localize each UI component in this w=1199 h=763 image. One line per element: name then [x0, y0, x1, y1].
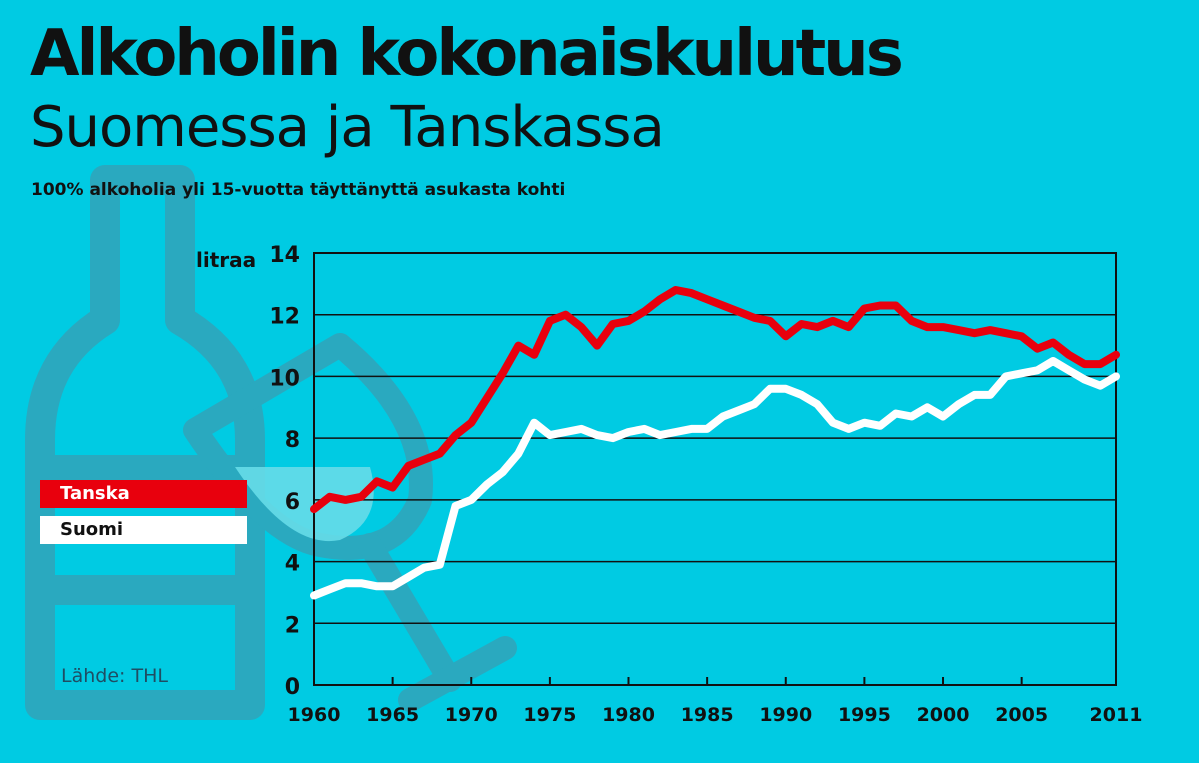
wine-glass-illustration-icon — [183, 333, 517, 712]
chart-subtitle: Suomessa ja Tanskassa — [30, 95, 665, 160]
x-tick-labels: 1960 1965 1970 1975 1980 1985 1990 1995 2000 2005… — [288, 677, 1143, 726]
x-tick-label: 1975 — [523, 704, 576, 726]
y-tick-labels: 0 2 4 6 8 10 12 14 — [269, 243, 300, 700]
gridlines — [314, 313, 1116, 625]
chart-title: Alkoholin kokonaiskulutus — [30, 17, 904, 91]
y-tick-label: 8 — [285, 428, 300, 453]
y-tick-label: 12 — [269, 305, 300, 330]
y-tick-label: 10 — [269, 366, 300, 391]
x-tick-label: 1990 — [759, 704, 812, 726]
plot-area — [313, 252, 1117, 686]
series-line-tanska — [310, 286, 1120, 514]
chart-caption: 100% alkoholia yli 15-vuotta täyttänyttä… — [31, 180, 566, 200]
x-tick-label: 2000 — [917, 704, 970, 726]
legend-item-suomi: Suomi — [40, 516, 247, 544]
y-tick-label: 4 — [285, 552, 300, 577]
legend-item-tanska: Tanska — [40, 480, 247, 508]
source-note: Lähde: THL — [61, 665, 168, 687]
series-line-suomi — [310, 357, 1120, 600]
y-tick-label: 6 — [285, 490, 300, 515]
x-tick-label: 1980 — [602, 704, 655, 726]
y-axis-label: litraa — [196, 248, 256, 272]
x-tick-label: 1970 — [445, 704, 498, 726]
x-tick-label: 1960 — [288, 704, 341, 726]
y-tick-label: 14 — [269, 243, 300, 268]
glass-liquid-decoration — [235, 467, 374, 542]
x-tick-label: 1995 — [838, 704, 891, 726]
x-tick-label: 1965 — [366, 704, 419, 726]
x-tick-label: 2011 — [1090, 704, 1143, 726]
y-tick-label: 2 — [285, 613, 300, 638]
series-lines — [310, 286, 1120, 600]
y-tick-label: 0 — [285, 675, 300, 700]
x-tick-label: 2005 — [995, 704, 1048, 726]
x-tick-label: 1985 — [681, 704, 734, 726]
